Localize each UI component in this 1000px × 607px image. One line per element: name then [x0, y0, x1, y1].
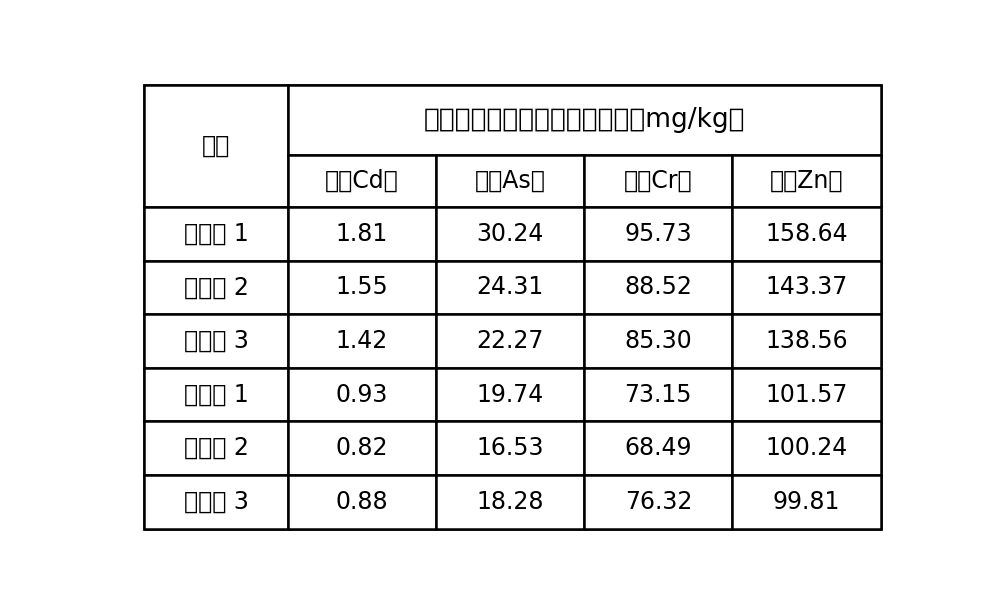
Bar — [436, 260, 584, 314]
Bar — [288, 368, 436, 421]
Text: 实施例 1: 实施例 1 — [184, 382, 249, 407]
Text: 锌（Zn）: 锌（Zn） — [770, 169, 843, 193]
Text: 158.64: 158.64 — [765, 222, 848, 246]
Text: 砷（As）: 砷（As） — [475, 169, 546, 193]
Bar — [288, 84, 881, 155]
Bar — [584, 260, 732, 314]
Text: 铬（Cr）: 铬（Cr） — [624, 169, 693, 193]
Text: 100.24: 100.24 — [765, 436, 848, 460]
Text: 30.24: 30.24 — [477, 222, 544, 246]
Bar — [288, 475, 436, 529]
Text: 对比例 1: 对比例 1 — [184, 222, 249, 246]
Text: 1.55: 1.55 — [336, 276, 388, 299]
Bar — [144, 260, 288, 314]
Bar — [436, 421, 584, 475]
Bar — [732, 368, 881, 421]
Text: 19.74: 19.74 — [477, 382, 544, 407]
Bar — [288, 421, 436, 475]
Text: 对比例 3: 对比例 3 — [184, 329, 249, 353]
Bar — [288, 260, 436, 314]
Text: 68.49: 68.49 — [625, 436, 692, 460]
Text: 143.37: 143.37 — [765, 276, 848, 299]
Text: 实施例 3: 实施例 3 — [184, 490, 249, 514]
Bar — [584, 207, 732, 260]
Text: 土壤中有效态重金属离子含量（mg/kg）: 土壤中有效态重金属离子含量（mg/kg） — [424, 107, 745, 132]
Text: 镉（Cd）: 镉（Cd） — [325, 169, 399, 193]
Text: 0.82: 0.82 — [336, 436, 388, 460]
Bar — [144, 84, 288, 207]
Bar — [144, 421, 288, 475]
Text: 1.42: 1.42 — [336, 329, 388, 353]
Bar — [288, 314, 436, 368]
Bar — [732, 260, 881, 314]
Text: 18.28: 18.28 — [476, 490, 544, 514]
Bar — [144, 475, 288, 529]
Bar — [144, 207, 288, 260]
Bar — [732, 207, 881, 260]
Text: 0.88: 0.88 — [336, 490, 388, 514]
Bar — [732, 155, 881, 207]
Bar — [436, 368, 584, 421]
Text: 95.73: 95.73 — [625, 222, 692, 246]
Text: 0.93: 0.93 — [336, 382, 388, 407]
Text: 16.53: 16.53 — [476, 436, 544, 460]
Bar — [436, 207, 584, 260]
Text: 73.15: 73.15 — [625, 382, 692, 407]
Text: 1.81: 1.81 — [336, 222, 388, 246]
Text: 99.81: 99.81 — [773, 490, 840, 514]
Bar — [144, 314, 288, 368]
Bar — [584, 155, 732, 207]
Text: 76.32: 76.32 — [625, 490, 692, 514]
Text: 实施例 2: 实施例 2 — [184, 436, 249, 460]
Bar — [436, 314, 584, 368]
Bar — [732, 475, 881, 529]
Text: 22.27: 22.27 — [477, 329, 544, 353]
Bar — [584, 475, 732, 529]
Bar — [436, 475, 584, 529]
Bar — [144, 368, 288, 421]
Text: 对比例 2: 对比例 2 — [184, 276, 249, 299]
Bar — [288, 155, 436, 207]
Text: 编号: 编号 — [202, 134, 230, 158]
Bar — [288, 207, 436, 260]
Bar — [584, 421, 732, 475]
Text: 88.52: 88.52 — [624, 276, 692, 299]
Bar — [584, 314, 732, 368]
Text: 138.56: 138.56 — [765, 329, 848, 353]
Text: 101.57: 101.57 — [765, 382, 848, 407]
Text: 24.31: 24.31 — [477, 276, 544, 299]
Bar — [436, 155, 584, 207]
Bar — [732, 421, 881, 475]
Text: 85.30: 85.30 — [624, 329, 692, 353]
Bar — [732, 314, 881, 368]
Bar — [584, 368, 732, 421]
